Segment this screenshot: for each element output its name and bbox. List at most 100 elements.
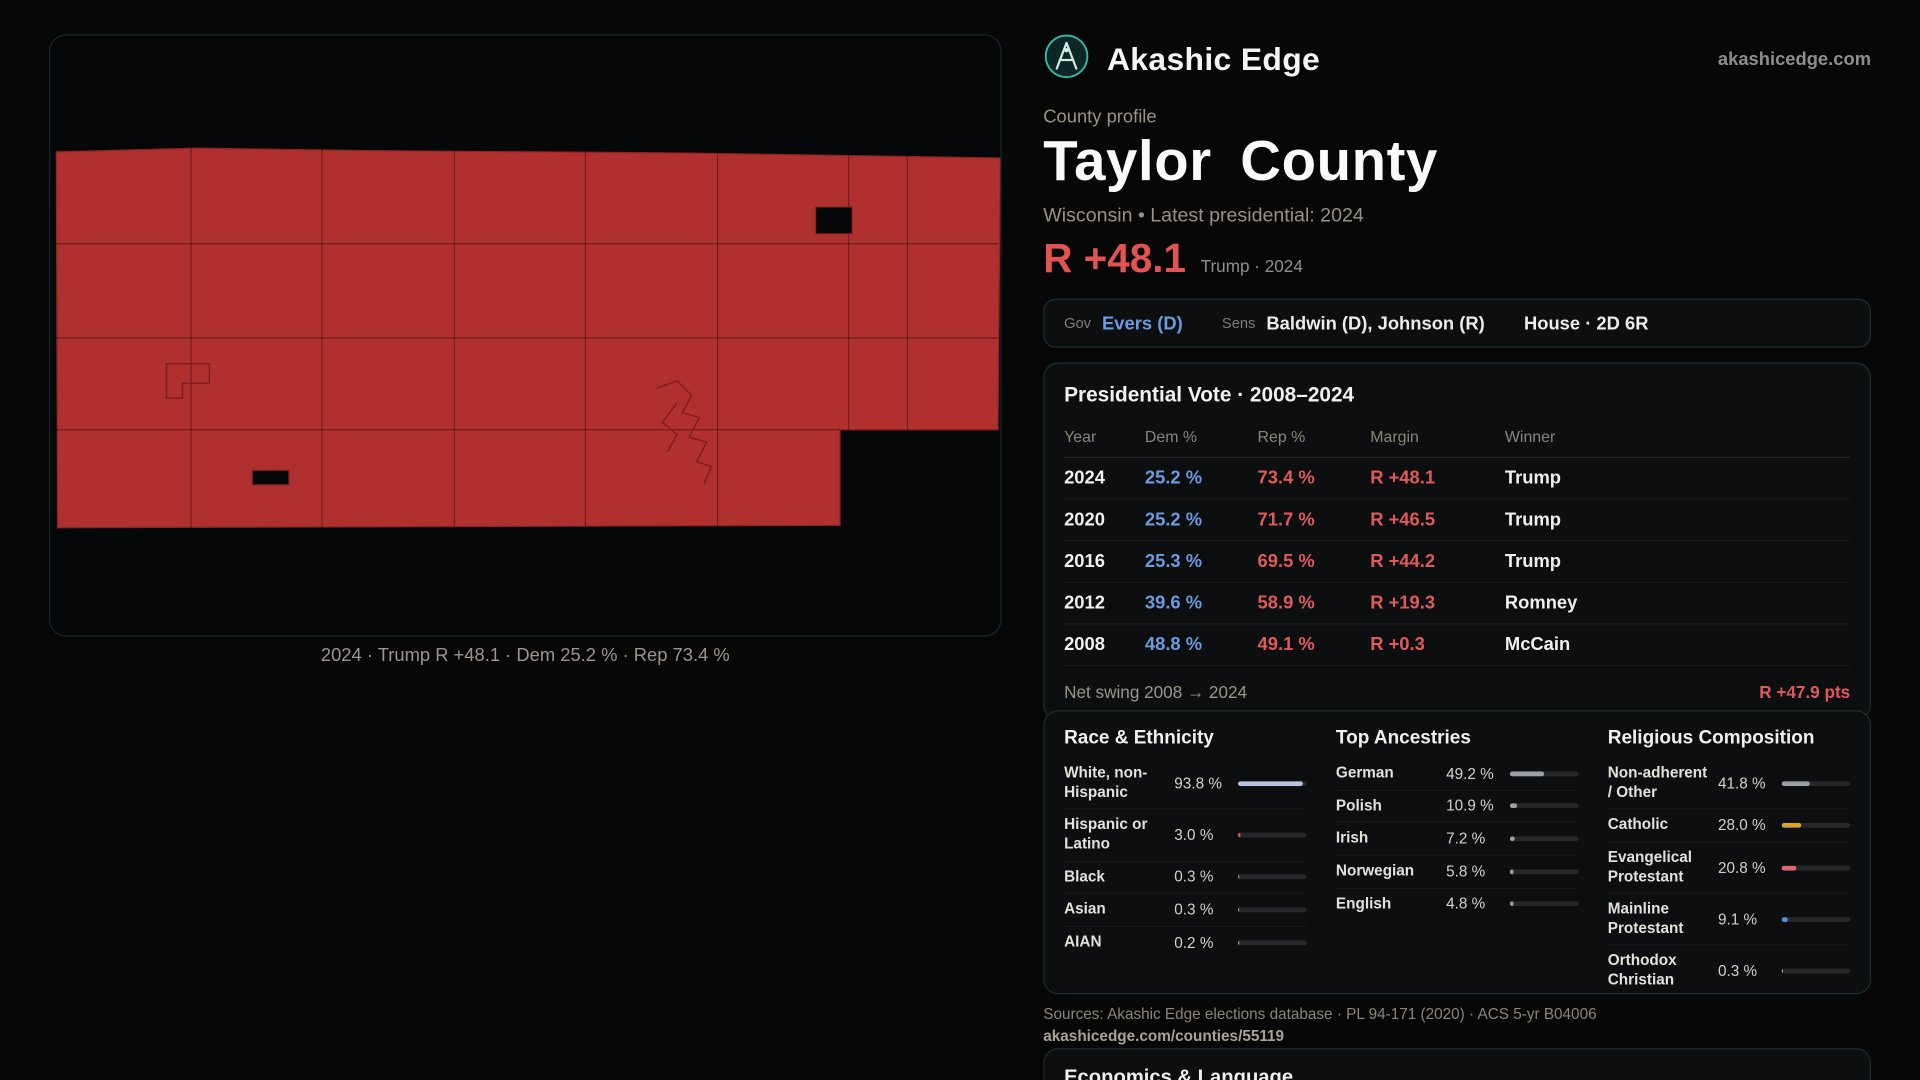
demo-bar-fill (1237, 832, 1241, 838)
list-item: German 49.2 % (1335, 758, 1579, 791)
pres-margin: R +48.1 (1370, 467, 1436, 489)
demo-label: Mainline Protestant (1607, 900, 1684, 937)
presidential-table-header: Year Dem % Rep % Margin Winner (1064, 422, 1851, 458)
demo-value: 5.8 % (1446, 862, 1486, 881)
township-grid (56, 148, 998, 528)
pres-dem: 25.3 % (1144, 551, 1203, 572)
pres-margin: R +19.3 (1370, 592, 1436, 614)
pres-winner: Romney (1504, 592, 1578, 614)
demo-bar-fill (1509, 869, 1514, 874)
demo-label: Non-adherent / Other (1607, 764, 1708, 801)
governor-value: Evers (D) (1102, 312, 1183, 334)
col-winner: Winner (1504, 427, 1556, 446)
demo-bar (1509, 901, 1579, 907)
demo-value: 7.2 % (1446, 830, 1486, 848)
sources-line: Sources: Akashic Edge elections database… (1043, 1005, 1597, 1023)
pres-dem: 39.6 % (1144, 592, 1203, 614)
demo-bar (1781, 865, 1851, 871)
pres-rep: 73.4 % (1257, 467, 1315, 489)
demo-label: Hispanic or Latino (1064, 815, 1148, 853)
pres-winner: Trump (1504, 509, 1562, 531)
demo-col-race: Race & Ethnicity White, non-Hispanic 93.8 … (1064, 727, 1307, 977)
table-row: 2016 25.3 % 69.5 % R +44.2 Trump (1064, 541, 1851, 583)
demo-label: Irish (1335, 829, 1369, 847)
presidential-table-body: 2024 25.2 % 73.4 % R +48.1 Trump 2020 25.2 % 71… (1064, 458, 1851, 667)
demo-bar (1509, 869, 1579, 874)
demo-bar-fill (1509, 836, 1515, 842)
pres-year: 2012 (1064, 592, 1105, 614)
house-value: House · 2D 6R (1523, 312, 1649, 334)
senators-value: Baldwin (D), Johnson (R) (1266, 312, 1485, 334)
header: Akashic Edge akashicedge.com (1043, 32, 1871, 86)
demo-col-religion: Religious Composition Non-adherent / Othe… (1607, 727, 1851, 988)
list-item: Norwegian 5.8 % (1335, 856, 1579, 889)
pres-winner: Trump (1504, 467, 1562, 489)
demo-bar-fill (1509, 803, 1518, 809)
pres-rep: 71.7 % (1257, 509, 1315, 531)
pres-year: 2020 (1064, 509, 1105, 531)
list-item: Polish 10.9 % (1335, 791, 1579, 824)
net-swing-row: Net swing 2008 → 2024 R +47.9 pts (1064, 666, 1850, 702)
list-item: AIAN 0.2 % (1064, 927, 1307, 958)
county-map-card (48, 34, 1002, 637)
demo-value: 0.2 % (1174, 933, 1214, 951)
demo-value: 20.8 % (1717, 858, 1766, 877)
pres-margin: R +46.5 (1370, 509, 1436, 531)
demo-value: 9.1 % (1717, 910, 1758, 928)
col-margin: Margin (1370, 427, 1419, 446)
demo-label: English (1335, 894, 1392, 912)
list-item: English 4.8 % (1335, 888, 1579, 919)
demo-bar (1781, 780, 1851, 786)
list-item: Non-adherent / Other 41.8 % (1607, 758, 1851, 810)
pres-dem: 48.8 % (1144, 634, 1203, 656)
pres-winner: McCain (1504, 634, 1571, 656)
list-item: Orthodox Christian 0.3 % (1607, 946, 1851, 993)
brand-logo-icon (1043, 32, 1090, 85)
demo-bar (1237, 939, 1307, 945)
demo-value: 28.0 % (1717, 816, 1766, 834)
demo-value: 49.2 % (1446, 765, 1494, 783)
net-swing-value: R +47.9 pts (1759, 682, 1851, 702)
margin-note: Trump · 2024 (1200, 255, 1303, 276)
demo-bar-fill (1509, 771, 1544, 777)
demo-label: Orthodox Christian (1607, 951, 1677, 989)
col-year: Year (1064, 427, 1097, 446)
demo-bar (1781, 916, 1851, 922)
demo-value: 4.8 % (1446, 895, 1486, 913)
pres-margin: R +44.2 (1370, 551, 1436, 572)
demo-value: 0.3 % (1717, 962, 1758, 980)
demo-value: 0.3 % (1174, 901, 1214, 919)
municipal-boundaries (165, 206, 853, 486)
list-item: Hispanic or Latino 3.0 % (1064, 810, 1307, 862)
pres-dem: 25.2 % (1144, 467, 1203, 489)
demo-bar (1237, 874, 1307, 880)
demo-bar-fill (1781, 865, 1796, 871)
margin-value: R +48.1 (1043, 235, 1186, 281)
pres-year: 2016 (1064, 551, 1105, 572)
demo-value: 41.8 % (1717, 774, 1766, 792)
demo-value: 0.3 % (1174, 868, 1214, 886)
demo-bar-fill (1781, 780, 1811, 786)
col-dem: Dem % (1144, 427, 1198, 446)
site-domain-link[interactable]: akashicedge.com (1717, 48, 1872, 70)
brand-name: Akashic Edge (1106, 39, 1321, 77)
demo-label: Black (1064, 867, 1105, 885)
economics-title: Economics & Language (1064, 1066, 1294, 1080)
demo-bar (1237, 780, 1307, 786)
demo-col-title: Religious Composition (1607, 727, 1815, 749)
presidential-panel: Presidential Vote · 2008–2024 Year Dem %… (1043, 362, 1872, 721)
demo-bar (1237, 907, 1307, 913)
table-row: 2020 25.2 % 71.7 % R +46.5 Trump (1064, 500, 1851, 542)
table-row: 2008 48.8 % 49.1 % R +0.3 McCain (1064, 624, 1851, 667)
headline-margin: R +48.1 Trump · 2024 (1043, 235, 1303, 282)
demo-label: White, non-Hispanic (1064, 764, 1148, 801)
demo-bar (1237, 832, 1307, 838)
county-url-link[interactable]: akashicedge.com/counties/55119 (1043, 1027, 1285, 1045)
demo-value: 3.0 % (1174, 826, 1214, 844)
economics-panel: Economics & Language (1043, 1048, 1872, 1080)
demo-label: Asian (1064, 900, 1106, 918)
demo-col-title: Race & Ethnicity (1064, 727, 1214, 749)
demographics-panel: Race & Ethnicity White, non-Hispanic 93.8 … (1043, 710, 1872, 995)
pres-year: 2008 (1064, 634, 1105, 656)
